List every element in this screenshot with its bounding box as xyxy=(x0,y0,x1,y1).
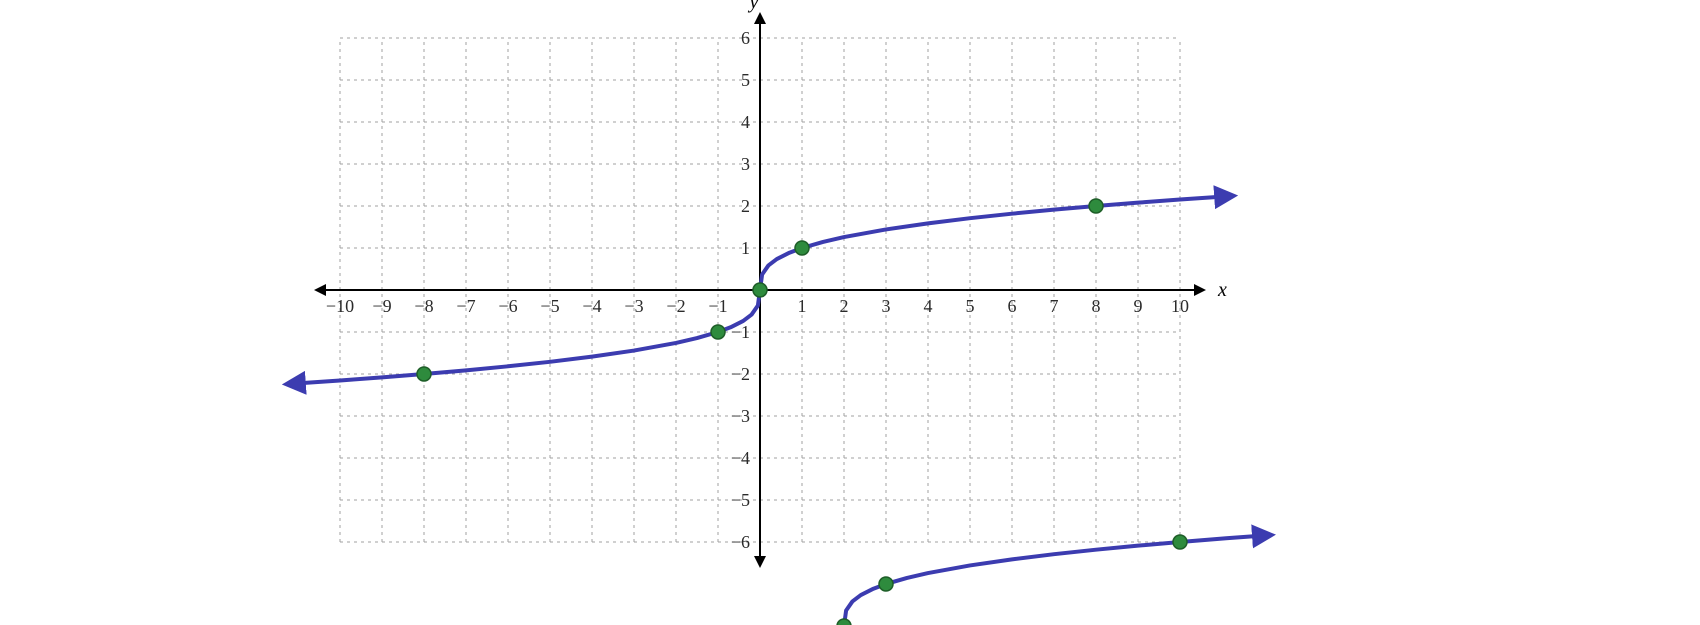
chart-bg xyxy=(0,0,1700,625)
x-tick-label: 6 xyxy=(1008,296,1017,316)
x-tick-label: −1 xyxy=(708,296,727,316)
x-tick-label: 1 xyxy=(798,296,807,316)
x-tick-label: 10 xyxy=(1171,296,1189,316)
x-tick-label: −7 xyxy=(456,296,475,316)
y-tick-label: 2 xyxy=(741,196,750,216)
coordinate-chart: x y −10 −9 −8 −7 −6 −5 −4 −3 −2 −1 1 2 3 4 5 6 7 8 9 10 1 2 3 4 5 6… xyxy=(0,0,1700,625)
plot-point xyxy=(1173,535,1187,549)
x-axis-label: x xyxy=(1217,279,1227,301)
x-tick-label: 3 xyxy=(882,296,891,316)
x-tick-label: −9 xyxy=(372,296,391,316)
x-tick-label: 8 xyxy=(1092,296,1101,316)
y-tick-label: 6 xyxy=(741,28,750,48)
y-axis-label: y xyxy=(748,0,759,13)
x-tick-label: −4 xyxy=(582,296,601,316)
plot-point xyxy=(1089,199,1103,213)
plot-point xyxy=(879,577,893,591)
y-tick-label: 1 xyxy=(741,238,750,258)
y-tick-label: 5 xyxy=(741,70,750,90)
plot-point xyxy=(753,283,767,297)
x-tick-label: −10 xyxy=(326,296,354,316)
x-tick-label: −6 xyxy=(498,296,517,316)
x-tick-label: 7 xyxy=(1050,296,1059,316)
x-tick-label: −2 xyxy=(666,296,685,316)
y-tick-label: −2 xyxy=(731,364,750,384)
x-tick-label: 4 xyxy=(924,296,933,316)
x-tick-label: 9 xyxy=(1134,296,1143,316)
y-tick-label: 4 xyxy=(741,112,750,132)
x-tick-label: 2 xyxy=(840,296,849,316)
plot-point xyxy=(711,325,725,339)
plot-point xyxy=(417,367,431,381)
y-tick-label: −3 xyxy=(731,406,750,426)
x-tick-label: 5 xyxy=(966,296,975,316)
plot-point xyxy=(795,241,809,255)
y-tick-label: −5 xyxy=(731,490,750,510)
x-tick-label: −8 xyxy=(414,296,433,316)
y-tick-label: −4 xyxy=(731,448,750,468)
x-tick-label: −3 xyxy=(624,296,643,316)
y-tick-label: 3 xyxy=(741,154,750,174)
x-tick-label: −5 xyxy=(540,296,559,316)
y-tick-label: −6 xyxy=(731,532,750,552)
